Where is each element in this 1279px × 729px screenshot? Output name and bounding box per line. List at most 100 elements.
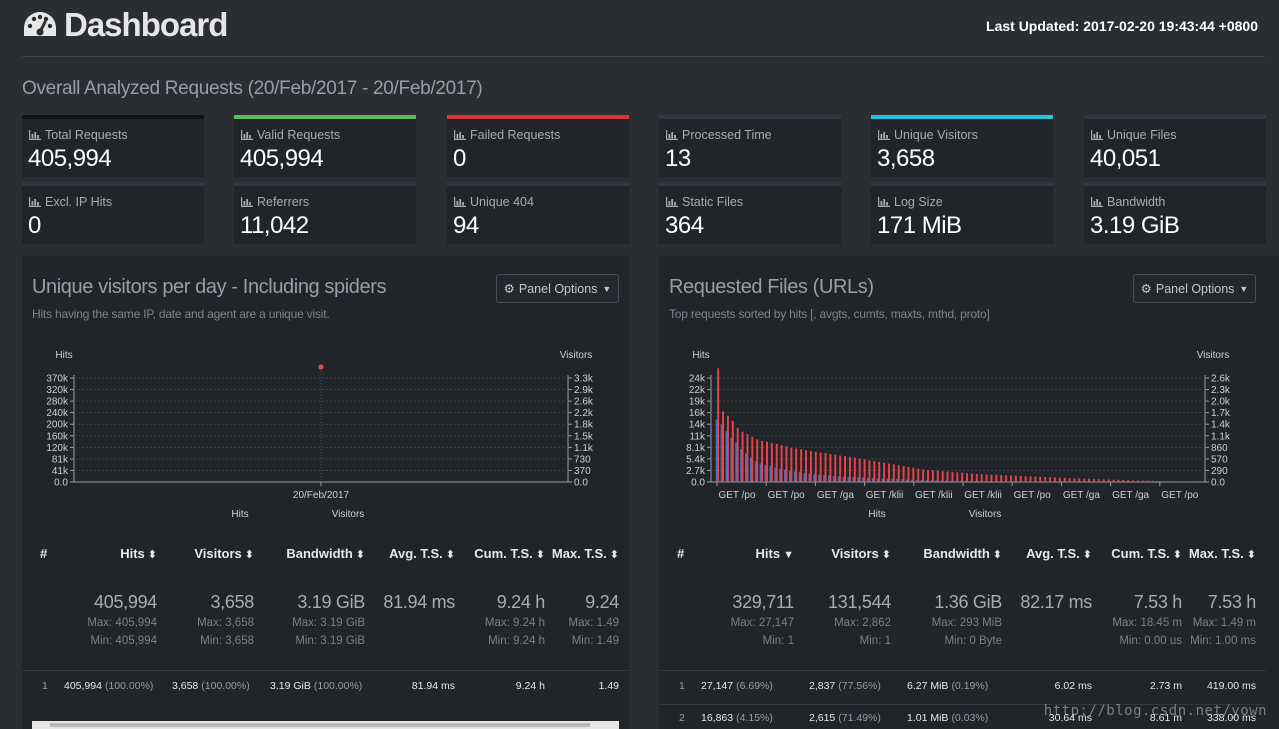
visitors-bar[interactable] [954,480,958,482]
hits-bar[interactable] [848,456,851,482]
hits-bar[interactable] [887,463,890,482]
hits-bar[interactable] [1009,475,1012,482]
hits-bar[interactable] [1088,478,1091,482]
visitors-bar[interactable] [896,479,899,482]
hits-bar[interactable] [1146,480,1149,482]
visitors-bar[interactable] [974,481,978,482]
visitors-bar[interactable] [808,473,812,482]
hits-bar[interactable] [1136,480,1139,482]
column-header[interactable]: Cum. T.S. ⬍ [474,546,545,561]
hits-bar[interactable] [805,450,807,482]
visitors-bar[interactable] [1018,481,1021,482]
visitors-bar[interactable] [881,478,885,482]
hits-bar[interactable] [931,470,934,482]
hits-bar[interactable] [995,474,998,482]
hits-bar[interactable] [1034,476,1037,482]
hits-bar[interactable] [917,468,920,482]
visitors-bar[interactable] [735,442,738,482]
hits-point[interactable] [318,364,324,370]
visitors-bar[interactable] [1008,481,1012,482]
hits-bar[interactable] [980,474,983,482]
visitors-bar[interactable] [979,481,982,482]
hits-bar[interactable] [873,461,876,482]
visitors-bar[interactable] [876,478,880,482]
hits-bar[interactable] [780,445,783,482]
visitors-bar[interactable] [832,476,836,482]
hits-bar[interactable] [775,443,778,482]
hits-bar[interactable] [834,454,837,482]
visitors-bar[interactable] [798,472,802,482]
column-header[interactable]: Avg. T.S. ⬍ [389,546,455,561]
hits-bar[interactable] [741,431,744,482]
visitors-bar[interactable] [759,463,763,482]
visitors-bar[interactable] [847,476,851,482]
visitors-bar[interactable] [764,464,768,482]
visitors-bar[interactable] [842,476,846,482]
hits-bar[interactable] [1161,481,1164,482]
hits-bar[interactable] [1063,477,1066,482]
column-header[interactable]: Bandwidth ⬍ [286,546,365,561]
visitors-bar[interactable] [720,424,724,482]
hits-bar[interactable] [1005,475,1008,482]
hits-bar[interactable] [1131,480,1134,482]
hits-bar[interactable] [1122,479,1125,482]
hits-bar[interactable] [868,460,871,482]
panel-options-button[interactable]: ⚙ Panel Options ▼ [1133,274,1256,303]
hits-bar[interactable] [809,450,812,482]
hits-bar[interactable] [839,455,842,482]
hits-bar[interactable] [1039,476,1042,482]
hits-bar[interactable] [1156,480,1159,482]
hits-bar[interactable] [858,458,861,482]
hits-bar[interactable] [751,436,754,482]
hits-bar[interactable] [726,415,729,482]
hits-bar[interactable] [1068,478,1071,482]
hits-bar[interactable] [897,465,900,482]
hits-bar[interactable] [1092,478,1095,482]
hits-bar[interactable] [863,459,866,482]
visitors-bar[interactable] [823,475,826,482]
visitors-bar[interactable] [784,469,787,482]
visitors-bar[interactable] [959,480,963,482]
visitors-bar[interactable] [940,480,943,482]
hits-bar[interactable] [770,443,773,482]
visitors-bar[interactable] [749,457,753,482]
visitors-bar[interactable] [935,480,939,482]
hits-bar[interactable] [990,474,993,482]
table-row[interactable]: 1 405,994 (100.00%) 3,658 (100.00%) 3.19 GiB(… [22,680,629,700]
hits-bar[interactable] [970,473,973,482]
visitors-bar[interactable] [910,479,914,482]
scrollbar-thumb[interactable] [50,723,590,727]
hits-bar[interactable] [922,469,925,482]
column-header[interactable]: Cum. T.S. ⬍ [1111,546,1182,561]
column-header[interactable]: Visitors ⬍ [194,546,254,561]
visitors-bar[interactable] [901,479,904,482]
hits-bar[interactable] [907,466,910,482]
column-header[interactable]: Hits ▼ [756,546,794,561]
hits-bar[interactable] [1014,475,1017,482]
horizontal-scrollbar[interactable] [32,721,619,729]
hits-bar[interactable] [1166,481,1169,482]
hits-bar[interactable] [1171,481,1173,482]
hits-bar[interactable] [902,466,905,482]
hits-bar[interactable] [1102,479,1105,482]
hits-bar[interactable] [1029,476,1032,482]
hits-bar[interactable] [1107,479,1110,482]
hits-bar[interactable] [800,449,803,482]
visitors-bar[interactable] [769,466,773,482]
visitors-bar[interactable] [998,481,1002,482]
panel-options-button[interactable]: ⚙ Panel Options ▼ [496,274,619,303]
visitors-bar[interactable] [886,478,890,482]
visitors-bar[interactable] [774,467,777,482]
hits-bar[interactable] [795,448,798,482]
hits-bar[interactable] [1112,479,1115,482]
column-header[interactable]: Bandwidth ⬍ [923,546,1002,561]
column-header[interactable]: Hits ⬍ [120,546,157,561]
visitors-bar[interactable] [730,437,734,482]
visitors-bar[interactable] [793,471,797,482]
visitors-bar[interactable] [827,475,831,482]
visitors-bar[interactable] [788,470,792,482]
visitors-bar[interactable] [779,468,782,482]
hits-bar[interactable] [824,453,827,482]
visitors-bar[interactable] [891,478,895,482]
hits-bar[interactable] [1000,475,1003,482]
